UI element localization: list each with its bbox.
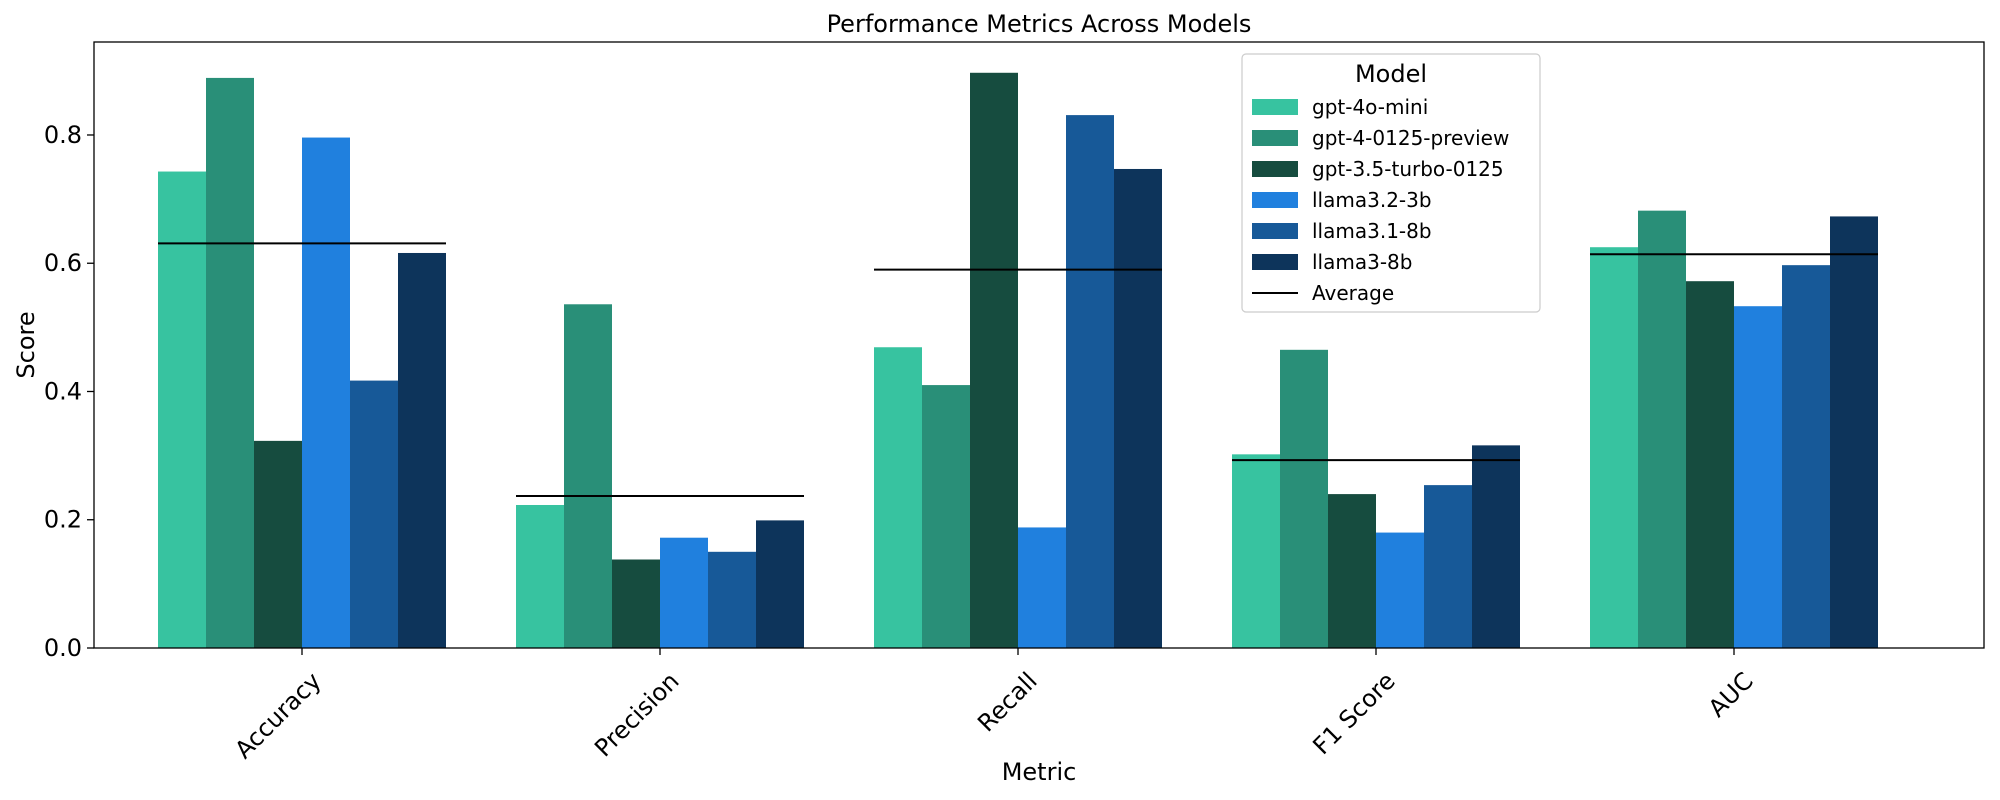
bars-layer <box>158 72 1878 649</box>
bar-llama3-2-3b-accuracy <box>302 137 350 649</box>
bar-gpt-4-0125-preview-precision <box>564 304 612 648</box>
x-axis: Accuracy Precision Recall F1 Score AUC <box>229 648 1759 764</box>
bar-gpt-4o-mini-f1-score <box>1232 454 1280 648</box>
legend-items: gpt-4o-mini gpt-4-0125-preview gpt-3.5-tur… <box>1252 95 1509 305</box>
x-tick-label: F1 Score <box>1307 667 1400 760</box>
bar-llama3-1-8b-auc <box>1782 265 1830 648</box>
y-tick-label: 0.6 <box>44 249 82 277</box>
x-tick-label: Accuracy <box>229 667 326 764</box>
x-tick-label: Recall <box>972 667 1042 737</box>
legend-label: gpt-3.5-turbo-0125 <box>1312 157 1504 181</box>
legend: Model gpt-4o-mini gpt-4-0125-preview gpt-3… <box>1241 53 1541 313</box>
y-axis: 0.0 0.2 0.4 0.6 0.8 <box>44 121 94 662</box>
bar-gpt-4-0125-preview-recall <box>922 385 970 648</box>
bar-gpt-3-5-turbo-0125-accuracy <box>254 440 302 648</box>
legend-title: Model <box>1355 60 1427 88</box>
bar-llama3-2-3b-f1-score <box>1376 532 1424 648</box>
legend-swatch <box>1252 99 1298 115</box>
bar-llama3-1-8b-accuracy <box>350 380 398 648</box>
bar-gpt-4-0125-preview-f1-score <box>1280 349 1328 648</box>
legend-swatch <box>1252 254 1298 270</box>
chart-title: Performance Metrics Across Models <box>827 10 1252 38</box>
bar-llama3-8b-auc <box>1830 216 1878 648</box>
bar-llama3-2-3b-precision <box>660 537 708 648</box>
bar-llama3-1-8b-f1-score <box>1424 485 1472 648</box>
bar-llama3-8b-accuracy <box>398 252 446 648</box>
y-tick-label: 0.8 <box>44 121 82 149</box>
bar-gpt-4o-mini-recall <box>874 347 922 648</box>
y-tick-label: 0.4 <box>44 377 82 405</box>
legend-label: llama3.2-3b <box>1312 188 1432 212</box>
legend-label: gpt-4o-mini <box>1312 95 1428 119</box>
bar-gpt-4o-mini-auc <box>1590 247 1638 648</box>
bar-gpt-3-5-turbo-0125-f1-score <box>1328 494 1376 648</box>
legend-swatch <box>1252 223 1298 239</box>
legend-swatch <box>1252 130 1298 146</box>
bar-gpt-3-5-turbo-0125-recall <box>970 72 1018 649</box>
bar-gpt-3-5-turbo-0125-auc <box>1686 281 1734 648</box>
bar-gpt-3-5-turbo-0125-precision <box>612 559 660 648</box>
average-lines-layer <box>158 242 1878 498</box>
legend-swatch <box>1252 192 1298 208</box>
x-tick-label: Precision <box>589 667 685 763</box>
plot-frame <box>93 41 1985 649</box>
y-tick-label: 0.0 <box>44 634 82 662</box>
x-axis-label: Metric <box>1002 758 1077 786</box>
bar-llama3-8b-recall <box>1114 168 1162 648</box>
legend-label: gpt-4-0125-preview <box>1312 126 1509 150</box>
x-tick-label: AUC <box>1703 667 1759 723</box>
bar-llama3-2-3b-recall <box>1018 527 1066 648</box>
legend-label: llama3.1-8b <box>1312 219 1432 243</box>
y-axis-label: Score <box>12 311 40 378</box>
y-tick-label: 0.2 <box>44 506 82 534</box>
bar-gpt-4-0125-preview-auc <box>1638 210 1686 648</box>
bar-gpt-4o-mini-precision <box>516 504 564 648</box>
legend-label: Average <box>1312 281 1394 305</box>
bar-llama3-8b-f1-score <box>1472 445 1520 648</box>
bar-llama3-1-8b-recall <box>1066 115 1114 649</box>
legend-swatch <box>1252 161 1298 177</box>
bar-gpt-4o-mini-accuracy <box>158 171 206 649</box>
bar-llama3-2-3b-auc <box>1734 306 1782 648</box>
bar-llama3-8b-precision <box>756 520 804 648</box>
bar-llama3-1-8b-precision <box>708 551 756 648</box>
legend-label: llama3-8b <box>1312 250 1412 274</box>
legend-box <box>1241 53 1541 313</box>
bar-gpt-4-0125-preview-accuracy <box>206 77 254 648</box>
